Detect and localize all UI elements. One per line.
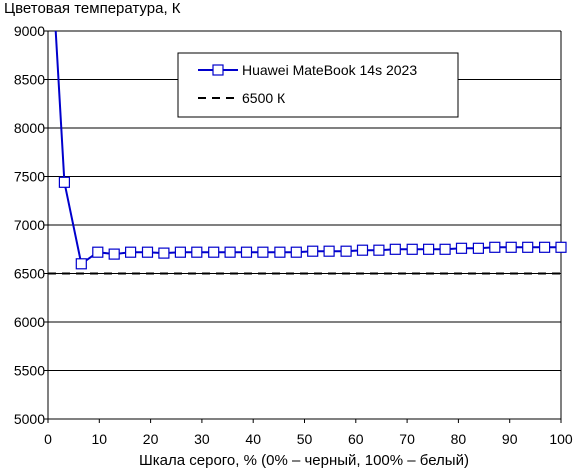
y-tick-label: 7000 xyxy=(14,217,45,233)
data-point-marker xyxy=(340,245,352,257)
data-point-marker xyxy=(505,241,517,253)
data-point-marker xyxy=(307,245,319,257)
data-point-marker xyxy=(290,246,302,258)
y-axis-label: Цветовая температура, К xyxy=(4,0,181,17)
data-point-marker xyxy=(538,241,551,253)
y-tick-label: 6500 xyxy=(14,266,45,282)
data-point-marker xyxy=(124,246,137,258)
x-tick-label: 90 xyxy=(502,431,518,447)
x-tick-label: 50 xyxy=(297,431,313,447)
data-point-marker xyxy=(373,244,385,256)
x-tick-label: 80 xyxy=(451,431,467,447)
y-tick-label: 8000 xyxy=(14,120,45,136)
data-point-marker xyxy=(389,243,401,255)
series-layer xyxy=(54,30,567,270)
data-point-marker xyxy=(257,246,269,258)
data-point-marker xyxy=(108,248,120,260)
data-point-marker xyxy=(141,246,154,258)
y-tick-label: 5500 xyxy=(14,363,45,379)
data-point-marker xyxy=(489,241,501,253)
y-tick-label: 9000 xyxy=(14,23,45,39)
x-tick-label: 0 xyxy=(44,431,52,447)
data-point-marker xyxy=(240,246,253,258)
legend-series-1-label: Huawei MateBook 14s 2023 xyxy=(242,62,417,78)
x-tick-label: 40 xyxy=(245,431,261,447)
x-tick-label: 20 xyxy=(143,431,159,447)
legend: Huawei MateBook 14s 2023 6500 К xyxy=(177,52,459,118)
data-point-marker xyxy=(522,241,534,253)
data-point-marker xyxy=(455,242,468,254)
y-tick-labels: 5000 5500 6000 6500 7000 7500 8000 8500 9000 xyxy=(14,23,45,427)
x-tick-label: 30 xyxy=(194,431,210,447)
data-point-marker xyxy=(58,176,71,188)
data-point-marker xyxy=(555,241,567,253)
legend-series-2-label: 6500 К xyxy=(242,90,286,106)
y-tick-label: 8500 xyxy=(14,72,45,88)
data-point-marker xyxy=(158,247,170,259)
data-point-marker xyxy=(439,243,451,255)
y-tick-label: 7500 xyxy=(14,169,45,185)
data-point-marker xyxy=(274,246,286,258)
legend-box xyxy=(177,52,459,118)
data-point-marker xyxy=(224,246,236,258)
data-point-marker xyxy=(92,246,104,258)
legend-series-1-marker xyxy=(212,64,224,76)
data-point-marker xyxy=(423,243,435,255)
data-point-marker xyxy=(406,243,418,255)
x-tick-label: 70 xyxy=(399,431,415,447)
data-point-marker xyxy=(356,244,369,256)
data-point-marker xyxy=(208,246,220,258)
y-tick-label: 6000 xyxy=(14,314,45,330)
y-tick-label: 5000 xyxy=(14,411,45,427)
axes xyxy=(44,30,562,423)
data-point-marker xyxy=(472,242,484,254)
x-tick-label: 10 xyxy=(92,431,108,447)
data-point-marker xyxy=(191,246,203,258)
x-tick-labels: 0 10 20 30 40 50 60 70 80 90 100 xyxy=(44,431,573,447)
x-tick-label: 60 xyxy=(348,431,364,447)
data-point-marker xyxy=(174,246,186,258)
data-point-marker xyxy=(75,258,87,270)
x-tick-label: 100 xyxy=(549,431,573,447)
data-point-marker xyxy=(323,245,335,257)
x-axis-label: Шкала серого, % (0% – черный, 100% – бел… xyxy=(139,452,469,469)
